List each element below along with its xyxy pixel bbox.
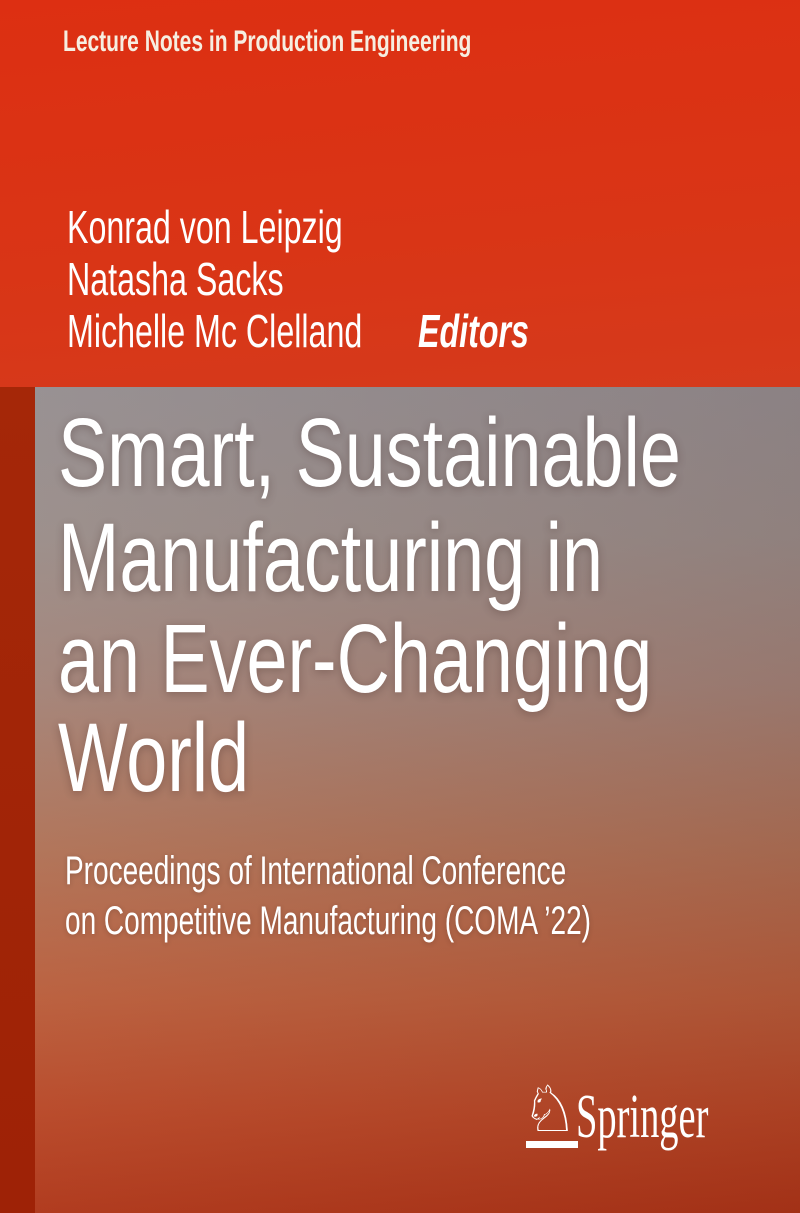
book-subtitle-line-1: Proceedings of International Conference <box>65 849 567 893</box>
top-red-band: Lecture Notes in Production Engineering … <box>0 0 800 387</box>
series-title: Lecture Notes in Production Engineering <box>63 25 472 58</box>
editor-name-2: Natasha Sacks <box>67 253 284 305</box>
book-title-line-1: Smart, Sustainable <box>58 398 681 507</box>
editor-name-1: Konrad von Leipzig <box>67 201 343 253</box>
book-title-line-4: World <box>58 703 250 812</box>
book-title-line-2: Manufacturing in <box>58 503 604 612</box>
title-panel <box>35 387 800 1213</box>
editors-role-label: Editors <box>418 305 529 357</box>
springer-horse-icon: ♘ <box>521 1073 579 1147</box>
book-title-line-3: an Ever-Changing <box>58 604 653 713</box>
editor-name-3: Michelle Mc Clelland <box>67 305 363 357</box>
book-subtitle-line-2: on Competitive Manufacturing (COMA ’22) <box>65 899 592 943</box>
spine-accent-strip <box>0 387 35 1213</box>
springer-logo-underline <box>526 1141 578 1148</box>
publisher-name: Springer <box>576 1083 709 1151</box>
